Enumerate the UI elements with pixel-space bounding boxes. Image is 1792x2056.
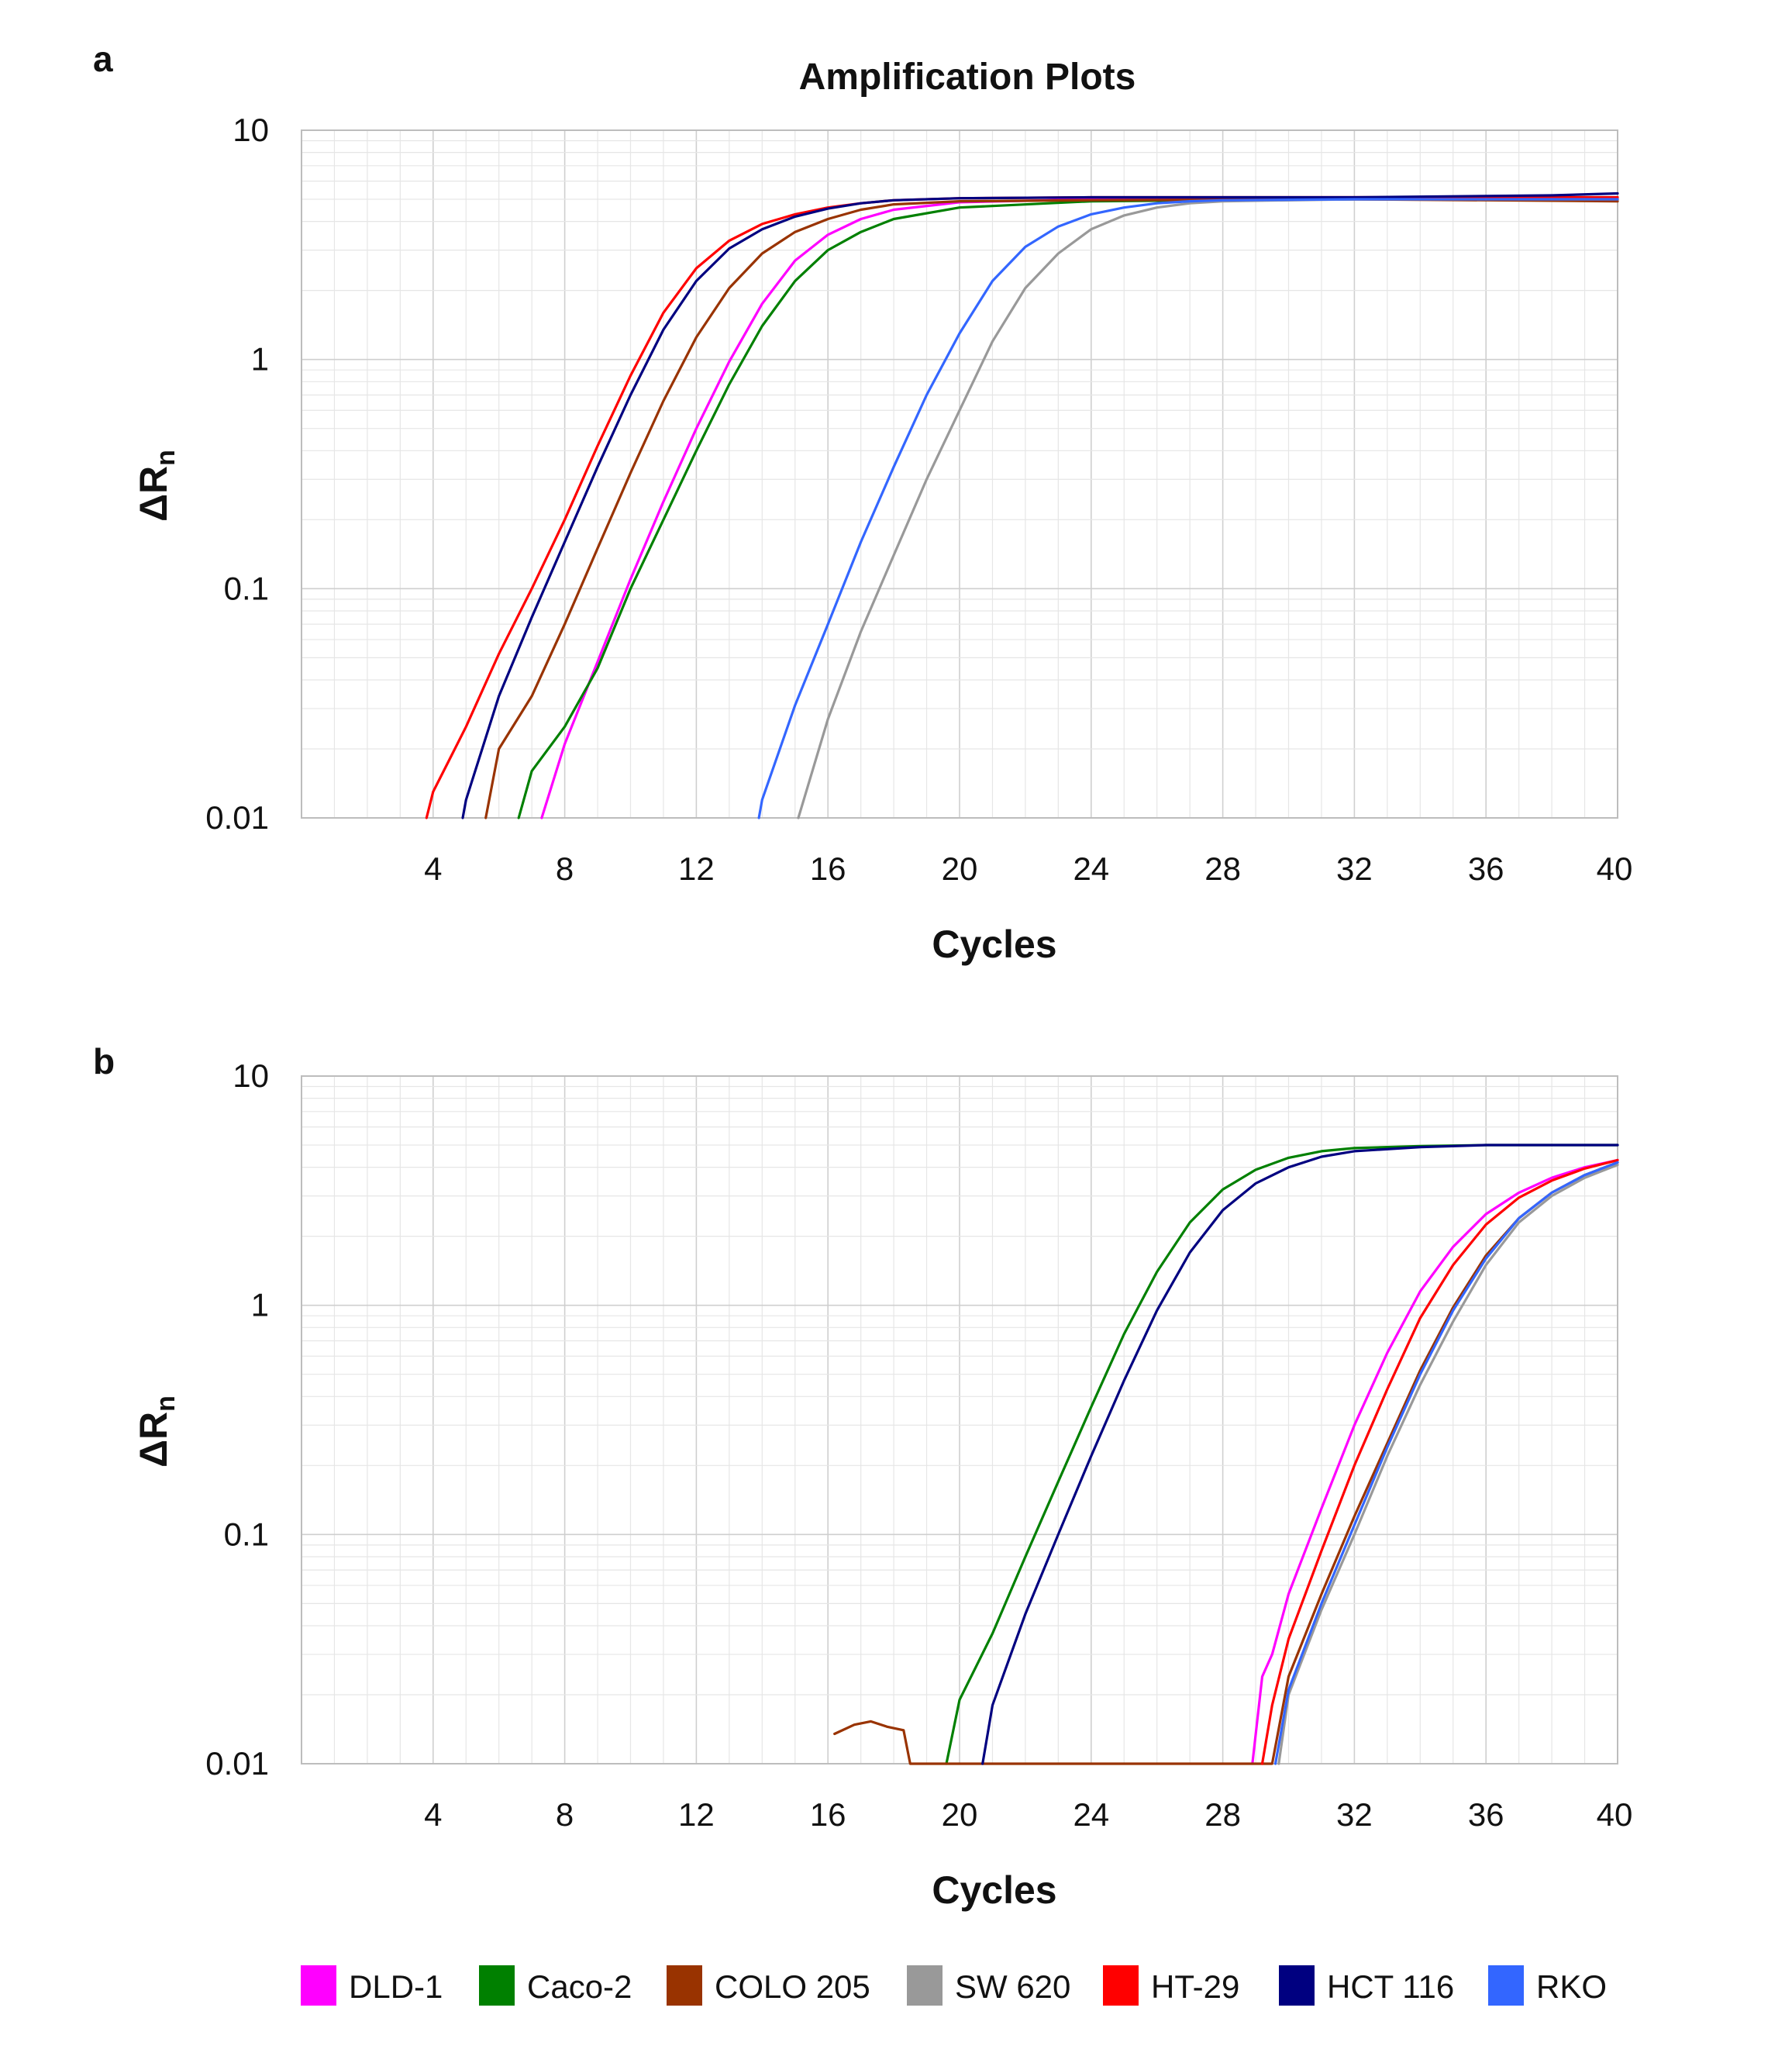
x-tick-label: 12 bbox=[678, 1796, 715, 1833]
x-tick-label: 28 bbox=[1204, 1796, 1241, 1833]
panel-b: b 4 8 12 16 20 24 28 32 36 40 0.01 0.1 1 10 Cycles ΔRn bbox=[93, 1041, 1632, 1912]
series-line-rko bbox=[1273, 1161, 1619, 1765]
y-tick-label: 0.01 bbox=[205, 799, 269, 836]
gridlines bbox=[302, 130, 1618, 818]
legend-item-colo-205: COLO 205 bbox=[667, 1965, 870, 2006]
series-line-colo-205 bbox=[484, 198, 1619, 819]
x-tick-label: 20 bbox=[942, 850, 978, 887]
x-tick-label: 16 bbox=[810, 850, 846, 887]
legend-label: COLO 205 bbox=[715, 1968, 870, 2005]
x-tick-label: 32 bbox=[1336, 850, 1373, 887]
y-tick-label: 0.1 bbox=[224, 1516, 269, 1552]
x-tick-label: 12 bbox=[678, 850, 715, 887]
x-tick-label: 24 bbox=[1073, 850, 1109, 887]
y-axis-label-subscript: n bbox=[151, 1395, 181, 1412]
y-tick-label: 0.01 bbox=[205, 1745, 269, 1782]
legend-label: HCT 116 bbox=[1327, 1968, 1454, 2005]
legend-item-rko: RKO bbox=[1488, 1965, 1607, 2006]
chart-title: Amplification Plots bbox=[799, 57, 1136, 98]
x-tick-label: 16 bbox=[810, 1796, 846, 1833]
x-tick-label: 4 bbox=[424, 850, 442, 887]
legend-item-sw-620: SW 620 bbox=[907, 1965, 1070, 2006]
legend-label: SW 620 bbox=[955, 1968, 1070, 2005]
y-axis-label-main: ΔR bbox=[132, 1412, 175, 1468]
series-line-sw-620 bbox=[797, 198, 1619, 819]
legend-swatch-rko bbox=[1488, 1965, 1524, 2006]
x-tick-label: 36 bbox=[1468, 850, 1504, 887]
y-axis-label: ΔRn bbox=[132, 1395, 181, 1468]
panel-letter: a bbox=[93, 39, 113, 79]
y-tick-label: 10 bbox=[233, 112, 269, 148]
x-tick-label: 8 bbox=[556, 850, 574, 887]
x-tick-label: 32 bbox=[1336, 1796, 1373, 1833]
y-axis-label-subscript: n bbox=[151, 450, 181, 466]
series-line-hct-116 bbox=[461, 191, 1619, 819]
x-tick-label: 36 bbox=[1468, 1796, 1504, 1833]
panel-a: a Amplification Plots 4 8 12 16 20 24 28 32 36 40 0.… bbox=[93, 39, 1632, 966]
legend-swatch-colo-205 bbox=[667, 1965, 702, 2006]
legend-label: HT-29 bbox=[1151, 1968, 1239, 2005]
legend-item-ht-29: HT-29 bbox=[1103, 1965, 1239, 2006]
legend-swatch-dld-1 bbox=[301, 1965, 336, 2006]
gridlines bbox=[302, 1076, 1618, 1764]
y-tick-label: 10 bbox=[233, 1057, 269, 1094]
series-line-hct-116 bbox=[981, 1144, 1619, 1765]
legend-label: RKO bbox=[1536, 1968, 1607, 2005]
x-tick-label: 4 bbox=[424, 1796, 442, 1833]
legend-item-caco-2: Caco-2 bbox=[479, 1965, 632, 2006]
series-group bbox=[425, 191, 1619, 819]
y-tick-label: 0.1 bbox=[224, 570, 269, 606]
x-tick-label: 8 bbox=[556, 1796, 574, 1833]
legend-label: Caco-2 bbox=[527, 1968, 632, 2005]
series-line-colo-205 bbox=[833, 1161, 1619, 1765]
legend: DLD-1 Caco-2 COLO 205 SW 620 HT-29 HCT 116 RKO bbox=[301, 1965, 1607, 2006]
legend-swatch-ht-29 bbox=[1103, 1965, 1139, 2006]
y-tick-label: 1 bbox=[251, 341, 269, 378]
series-line-dld-1 bbox=[1251, 1158, 1619, 1765]
series-group bbox=[833, 1144, 1619, 1765]
series-line-rko bbox=[757, 198, 1619, 819]
x-tick-label: 40 bbox=[1597, 850, 1633, 887]
x-axis-label: Cycles bbox=[932, 1868, 1056, 1912]
series-line-sw-620 bbox=[1277, 1163, 1619, 1765]
legend-swatch-sw-620 bbox=[907, 1965, 943, 2006]
legend-swatch-caco-2 bbox=[479, 1965, 515, 2006]
y-axis-label-main: ΔR bbox=[132, 466, 175, 522]
series-line-caco-2 bbox=[945, 1144, 1619, 1765]
y-tick-label: 1 bbox=[251, 1287, 269, 1323]
legend-swatch-hct-116 bbox=[1279, 1965, 1315, 2006]
series-line-dld-1 bbox=[540, 198, 1619, 819]
plot-frame bbox=[301, 129, 1618, 819]
x-tick-label: 40 bbox=[1597, 1796, 1633, 1833]
x-tick-label: 20 bbox=[942, 1796, 978, 1833]
x-tick-label: 28 bbox=[1204, 850, 1241, 887]
series-line-caco-2 bbox=[517, 198, 1619, 819]
panel-letter: b bbox=[93, 1041, 115, 1081]
y-axis-label: ΔRn bbox=[132, 450, 181, 522]
x-axis-label: Cycles bbox=[932, 923, 1056, 966]
series-line-ht-29 bbox=[1260, 1158, 1619, 1765]
legend-label: DLD-1 bbox=[349, 1968, 443, 2005]
legend-item-dld-1: DLD-1 bbox=[301, 1965, 443, 2006]
legend-item-hct-116: HCT 116 bbox=[1279, 1965, 1454, 2006]
x-tick-label: 24 bbox=[1073, 1796, 1109, 1833]
